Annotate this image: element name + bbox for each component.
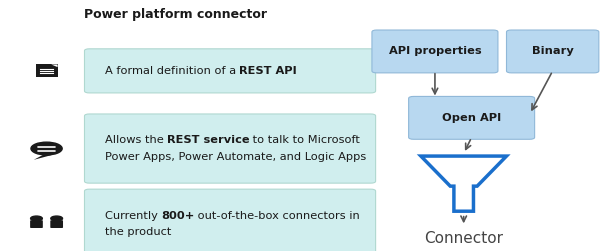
Text: A formal definition of a: A formal definition of a bbox=[105, 66, 240, 76]
Text: REST API: REST API bbox=[239, 66, 297, 76]
FancyBboxPatch shape bbox=[85, 189, 376, 252]
Circle shape bbox=[31, 216, 42, 221]
Text: the product: the product bbox=[105, 227, 171, 237]
FancyBboxPatch shape bbox=[36, 65, 58, 77]
Circle shape bbox=[51, 216, 63, 221]
Text: Power Apps, Power Automate, and Logic Apps: Power Apps, Power Automate, and Logic Ap… bbox=[105, 152, 366, 162]
FancyBboxPatch shape bbox=[506, 30, 599, 73]
Text: Currently: Currently bbox=[105, 211, 161, 220]
Text: Allows the: Allows the bbox=[105, 135, 167, 145]
FancyBboxPatch shape bbox=[372, 30, 498, 73]
Polygon shape bbox=[421, 156, 506, 211]
Text: Power platform connector: Power platform connector bbox=[83, 8, 267, 21]
Text: out-of-the-box connectors in: out-of-the-box connectors in bbox=[194, 211, 360, 220]
Polygon shape bbox=[34, 155, 52, 160]
Text: 800+: 800+ bbox=[161, 211, 194, 220]
FancyBboxPatch shape bbox=[30, 220, 43, 228]
Text: Connector: Connector bbox=[424, 231, 503, 246]
Polygon shape bbox=[51, 65, 58, 67]
Text: to talk to Microsoft: to talk to Microsoft bbox=[249, 135, 360, 145]
Text: API properties: API properties bbox=[389, 46, 481, 56]
FancyBboxPatch shape bbox=[85, 114, 376, 183]
Text: REST service: REST service bbox=[167, 135, 249, 145]
FancyBboxPatch shape bbox=[50, 220, 63, 228]
FancyBboxPatch shape bbox=[409, 97, 535, 139]
Circle shape bbox=[31, 142, 62, 155]
FancyBboxPatch shape bbox=[85, 49, 376, 93]
Text: Open API: Open API bbox=[442, 113, 501, 123]
Text: Binary: Binary bbox=[532, 46, 574, 56]
